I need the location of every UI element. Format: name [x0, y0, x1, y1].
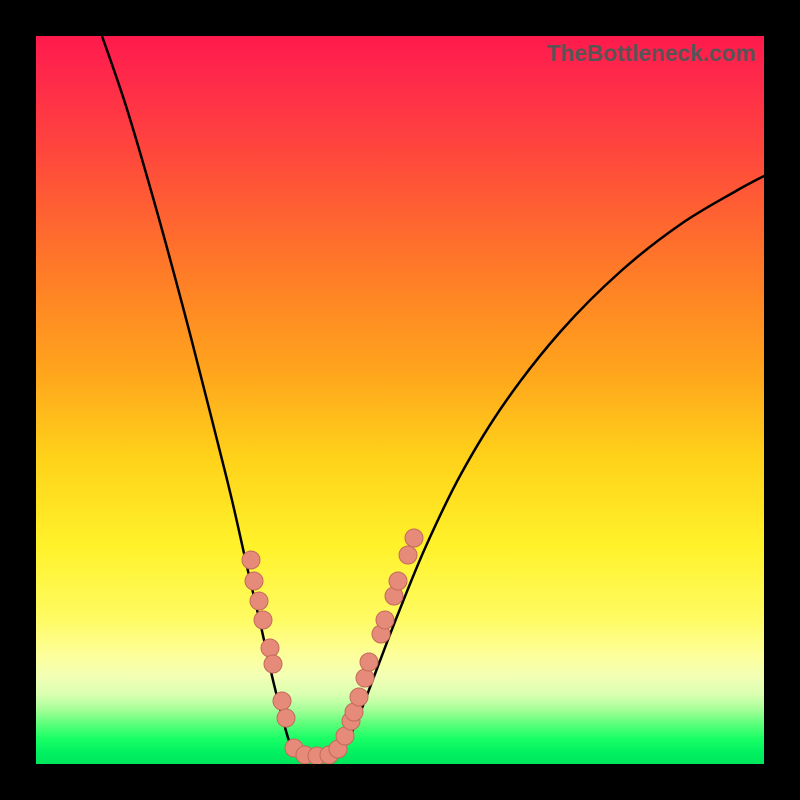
- data-point: [264, 655, 282, 673]
- data-point: [356, 669, 374, 687]
- data-point: [399, 546, 417, 564]
- data-point: [376, 611, 394, 629]
- data-point: [389, 572, 407, 590]
- data-point: [254, 611, 272, 629]
- plot-area: TheBottleneck.com: [36, 36, 764, 764]
- data-point: [277, 709, 295, 727]
- data-point: [261, 639, 279, 657]
- data-point: [250, 592, 268, 610]
- gradient-background: [36, 36, 764, 764]
- data-point: [245, 572, 263, 590]
- watermark-text: TheBottleneck.com: [547, 40, 756, 67]
- data-point: [350, 688, 368, 706]
- data-point: [405, 529, 423, 547]
- chart-svg: [36, 36, 764, 764]
- data-point: [273, 692, 291, 710]
- data-point: [360, 653, 378, 671]
- chart-frame: TheBottleneck.com: [0, 0, 800, 800]
- data-point: [242, 551, 260, 569]
